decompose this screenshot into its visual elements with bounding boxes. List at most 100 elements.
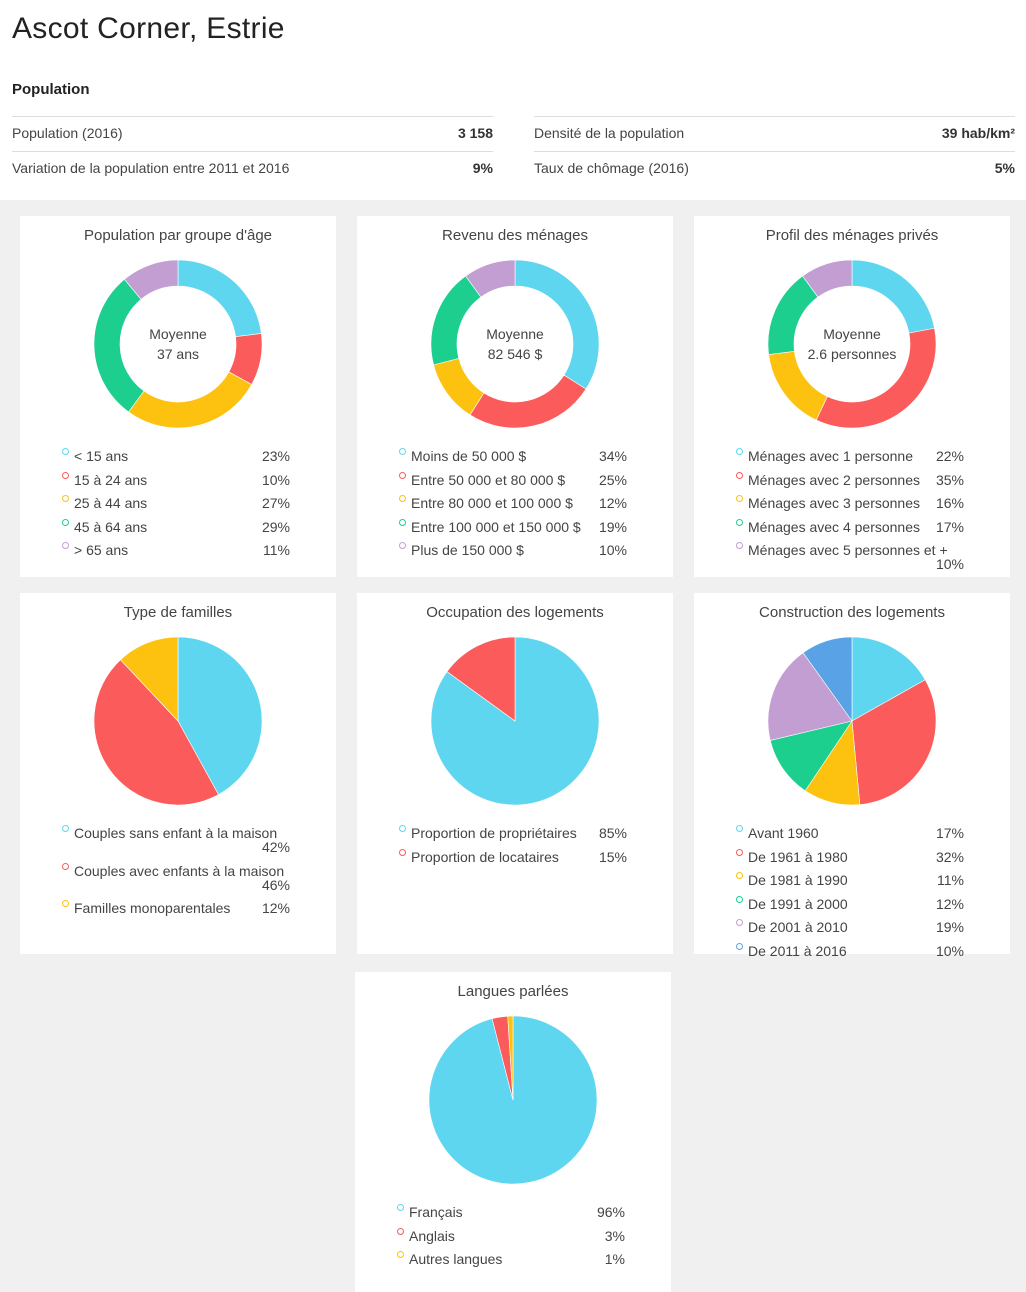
slice-0[interactable] (177, 636, 263, 796)
legend-item[interactable]: 25 à 44 ans 27% (62, 495, 290, 511)
legend-item[interactable]: De 2001 à 2010 19% (736, 919, 964, 934)
legend-value: 34% (598, 448, 627, 464)
legend-item[interactable]: Autres langues 1% (397, 1251, 625, 1267)
legend-label: De 2011 à 2016 (748, 942, 847, 959)
legend-item[interactable]: Ménages avec 5 personnes et +10% (736, 542, 964, 572)
slice-4[interactable] (124, 259, 179, 300)
legend-value: 16% (935, 495, 964, 511)
legend-item[interactable]: Couples sans enfant à la maison 42% (62, 825, 290, 854)
legend-marker-icon (62, 495, 69, 502)
center-caption: Moyenne (486, 326, 544, 342)
chart-legend: < 15 ans 23% 15 à 24 ans 10% 25 à 44 ans 27% 4… (62, 448, 290, 567)
slice-1[interactable] (446, 636, 516, 722)
legend-item[interactable]: Français 96% (397, 1204, 625, 1219)
legend-marker-icon (397, 1251, 404, 1258)
legend-value: 12% (935, 895, 964, 912)
legend-item[interactable]: De 1961 à 1980 32% (736, 848, 964, 865)
chart-legend: Français 96% Anglais 3% Autres langues 1% (397, 1204, 625, 1276)
legend-label: Autres langues (409, 1251, 503, 1267)
chart-title: Population par groupe d'âge (83, 227, 272, 244)
legend-marker-icon (399, 518, 406, 526)
slice-3[interactable] (769, 720, 853, 792)
legend-item[interactable]: 45 à 64 ans 29% (62, 518, 290, 534)
pie-chart (430, 636, 600, 806)
legend-value: 10% (935, 556, 964, 572)
legend-item[interactable]: Ménages avec 1 personne 22% (736, 448, 964, 464)
pie-chart (767, 636, 937, 806)
slice-4[interactable] (802, 259, 853, 298)
chart-title: Profil des ménages privés (765, 227, 939, 244)
legend-item[interactable]: > 65 ans 11% (62, 542, 290, 558)
legend-label: De 1961 à 1980 (748, 848, 848, 865)
slice-0[interactable] (851, 259, 935, 334)
legend-item[interactable]: Moins de 50 000 $ 34% (399, 448, 627, 464)
center-caption: Moyenne (823, 326, 881, 342)
legend-item[interactable]: Avant 1960 17% (736, 825, 964, 841)
slice-1[interactable] (469, 374, 587, 429)
legend-item[interactable]: Couples avec enfants à la maison 46% (62, 862, 290, 892)
legend-label: Proportion de locataires (411, 848, 559, 865)
slice-4[interactable] (767, 652, 853, 741)
legend-label: De 1991 à 2000 (748, 895, 848, 912)
section-title: Population (12, 81, 90, 98)
legend-item[interactable]: Plus de 150 000 $ 10% (399, 542, 627, 558)
legend-marker-icon (399, 495, 406, 502)
pie-chart (428, 1015, 598, 1185)
slice-5[interactable] (802, 636, 853, 722)
legend-label: Ménages avec 3 personnes (748, 495, 920, 511)
legend-marker-icon (62, 542, 69, 549)
slice-0[interactable] (851, 636, 926, 722)
legend-item[interactable]: Familles monoparentales 12% (62, 900, 290, 915)
legend-marker-icon (736, 848, 743, 856)
chart-center-label: Moyenne 2.6 personnes (694, 324, 1010, 364)
legend-item[interactable]: Ménages avec 3 personnes 16% (736, 495, 964, 511)
chart-legend: Couples sans enfant à la maison 42% Couple… (62, 825, 290, 925)
legend-label: Entre 80 000 et 100 000 $ (411, 495, 573, 511)
legend-item[interactable]: De 2011 à 2016 10% (736, 942, 964, 959)
legend-item[interactable]: Proportion de propriétaires 85% (399, 825, 627, 840)
legend-label: Plus de 150 000 $ (411, 542, 524, 558)
chart-title: Langues parlées (457, 983, 569, 1000)
legend-marker-icon (62, 825, 69, 832)
legend-label: Ménages avec 2 personnes (748, 471, 920, 488)
stat-value: 5% (994, 160, 1015, 176)
chart-legend: Proportion de propriétaires 85% Proportion… (399, 825, 627, 873)
chart-card: Population par groupe d'âge Moyenne 37 ans… (20, 216, 336, 577)
legend-item[interactable]: Entre 80 000 et 100 000 $ 12% (399, 495, 627, 511)
legend-label: Ménages avec 1 personne (748, 448, 913, 464)
legend-item[interactable]: Anglais 3% (397, 1227, 625, 1244)
chart-title: Occupation des logements (426, 604, 604, 621)
legend-item[interactable]: De 1991 à 2000 12% (736, 895, 964, 912)
legend-item[interactable]: Ménages avec 4 personnes 17% (736, 518, 964, 534)
pie-chart (93, 636, 263, 806)
legend-value: 17% (935, 825, 964, 841)
slice-1[interactable] (93, 659, 219, 806)
legend-label: 25 à 44 ans (74, 495, 148, 511)
legend-label: 15 à 24 ans (74, 471, 148, 488)
legend-value: 3% (604, 1227, 625, 1244)
legend-item[interactable]: Entre 50 000 et 80 000 $ 25% (399, 471, 627, 487)
legend-marker-icon (397, 1204, 404, 1211)
chart-legend: Moins de 50 000 $ 34% Entre 50 000 et 80 0… (399, 448, 627, 567)
legend-value: 10% (598, 542, 627, 558)
legend-marker-icon (736, 448, 743, 455)
legend-label: Couples avec enfants à la maison (74, 862, 285, 879)
legend-item[interactable]: Entre 100 000 et 150 000 $ 19% (399, 518, 627, 534)
legend-item[interactable]: < 15 ans 23% (62, 448, 290, 463)
legend-item[interactable]: De 1981 à 1990 11% (736, 872, 964, 888)
legend-value: 11% (937, 872, 964, 888)
slice-2[interactable] (128, 371, 253, 429)
legend-item[interactable]: Ménages avec 2 personnes 35% (736, 471, 964, 488)
legend-value: 11% (263, 542, 290, 558)
legend-item[interactable]: Proportion de locataires 15% (399, 848, 627, 865)
stat-value: 3 158 (457, 125, 493, 141)
legend-item[interactable]: 15 à 24 ans 10% (62, 471, 290, 488)
slice-1[interactable] (851, 679, 937, 805)
legend-value: 32% (935, 848, 964, 865)
chart-title: Type de familles (123, 604, 233, 621)
slice-2[interactable] (120, 636, 179, 722)
slice-4[interactable] (465, 259, 516, 298)
slice-2[interactable] (507, 1015, 514, 1101)
legend-marker-icon (736, 518, 743, 526)
chart-legend: Ménages avec 1 personne 22% Ménages avec 2… (736, 448, 964, 581)
